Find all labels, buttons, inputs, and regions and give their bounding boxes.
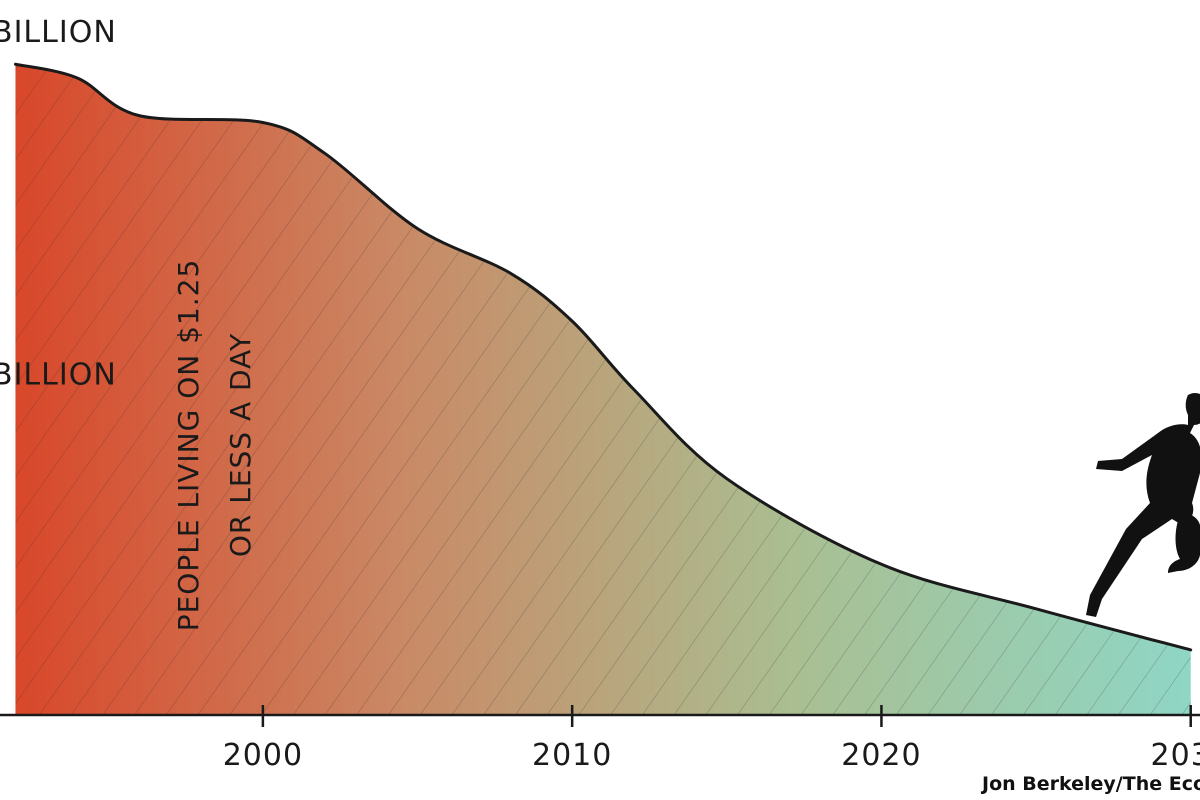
x-tick-label: 2020: [841, 738, 921, 773]
x-tick-label: 2030: [1151, 738, 1200, 773]
y-label: BILLION: [0, 15, 117, 50]
credit: Jon Berkeley/The Economist: [980, 773, 1200, 795]
y-label: BILLION: [0, 358, 117, 393]
runner-shadow: [1168, 513, 1200, 573]
area-outline: [13, 62, 1193, 652]
annotation: OR LESS A DAY: [224, 333, 257, 557]
runner-silhouette: [1086, 393, 1200, 617]
x-tick-label: 2000: [223, 738, 303, 773]
hatching: [15, 64, 1191, 715]
annotation: PEOPLE LIVING ON $1.25: [172, 259, 205, 632]
x-tick-label: 2010: [532, 738, 612, 773]
credit-background: [975, 768, 1200, 800]
